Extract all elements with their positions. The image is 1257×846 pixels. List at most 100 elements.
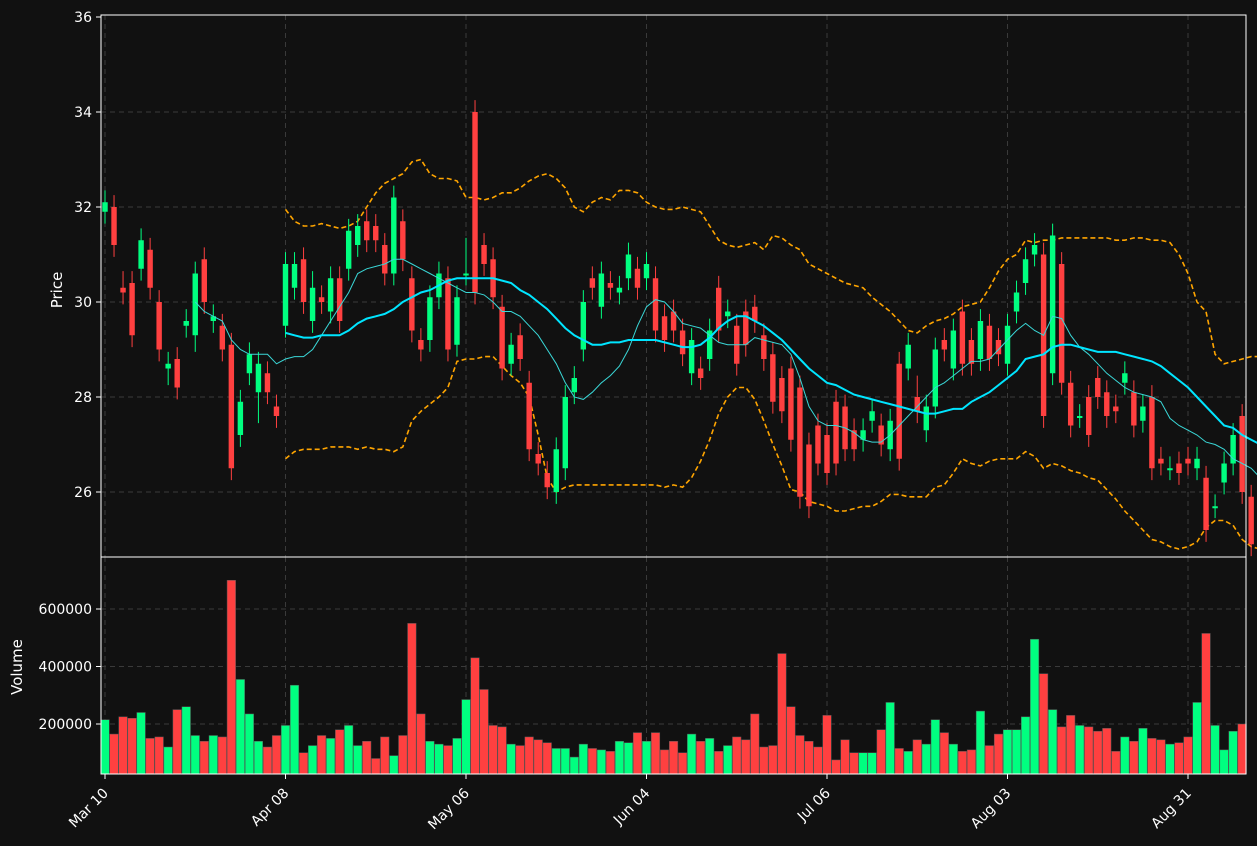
candle-up [291, 264, 298, 288]
candle-down [499, 306, 505, 369]
volume-bar [948, 743, 958, 775]
candle-up [165, 363, 171, 369]
volume-tick-label: 600000 [39, 602, 92, 618]
volume-bars [100, 580, 1247, 775]
candle-down [382, 245, 388, 274]
candle-up [725, 311, 731, 317]
candle-up [210, 316, 217, 321]
volume-bar [975, 710, 985, 775]
volume-bar [1102, 728, 1112, 775]
candle-down [228, 344, 235, 469]
volume-bar [280, 725, 291, 775]
volume-bar [371, 758, 381, 775]
candle-up [192, 273, 198, 336]
candle-down [995, 340, 1002, 355]
volume-bar [100, 719, 110, 775]
volume-bar [1021, 716, 1031, 775]
candle-up [571, 378, 578, 393]
candle-up [508, 344, 514, 364]
volume-bar [515, 745, 525, 775]
price-tick-label: 28 [74, 390, 92, 406]
volume-bar [876, 729, 886, 775]
candle-down [1158, 458, 1164, 464]
candle-down [1113, 406, 1119, 412]
volume-bar [326, 738, 336, 775]
volume-bar [632, 732, 643, 775]
candle-down [445, 278, 451, 350]
moving-averages [194, 258, 1257, 476]
candle-up [1013, 292, 1020, 312]
volume-bar [759, 746, 769, 775]
volume-bar [840, 739, 850, 775]
candle-up [977, 321, 984, 359]
volume-bar [136, 712, 146, 775]
volume-bar [1111, 751, 1121, 775]
volume-bar [1129, 741, 1139, 775]
candle-down [634, 268, 641, 288]
candle-down [364, 221, 370, 241]
candle-down [1176, 463, 1182, 473]
volume-bar [425, 741, 435, 775]
volume-bar [723, 745, 733, 775]
volume-y-ticks: 200000 400000 600000 [39, 602, 101, 733]
candle-up [1212, 506, 1218, 509]
candle-up [598, 273, 605, 307]
volume-bar [1093, 730, 1103, 775]
volume-bar [930, 719, 940, 775]
volume-bar [353, 745, 363, 775]
volume-bar [317, 735, 327, 775]
candle-up [1022, 259, 1029, 283]
price-tick-label: 32 [74, 200, 92, 216]
candle-down [815, 425, 821, 464]
volume-bar [569, 756, 579, 775]
volume-bar [199, 741, 209, 775]
volume-bar [1237, 723, 1247, 775]
volume-bar [208, 735, 218, 775]
candle-down [670, 311, 677, 331]
candle-down [788, 368, 794, 440]
volume-bar [1210, 725, 1220, 775]
candle-down [1104, 392, 1110, 416]
volume-bar [560, 748, 570, 775]
volume-panel-frame [100, 556, 1247, 775]
volume-bar [705, 738, 715, 775]
candle-up [688, 340, 695, 374]
volume-bar [867, 752, 877, 775]
candle-down [472, 112, 478, 293]
volume-bar [1011, 729, 1022, 775]
candlesticks [102, 100, 1254, 557]
candle-down [959, 311, 966, 364]
price-tick-label: 36 [74, 10, 92, 26]
candle-down [878, 425, 884, 445]
volume-bar [1039, 673, 1049, 775]
volume-bar [1002, 729, 1013, 775]
volume-bar [470, 657, 480, 775]
volume-bar [127, 718, 137, 775]
volume-bar [578, 743, 588, 775]
volume-bar [1156, 739, 1166, 775]
volume-bar [461, 699, 471, 775]
volume-bar [885, 702, 895, 775]
candle-up [246, 354, 253, 374]
candle-down [661, 316, 668, 340]
candle-down [1067, 382, 1074, 426]
candle-down [896, 363, 902, 459]
candle-down [373, 226, 379, 241]
candle-down [526, 382, 532, 450]
volume-bar [1165, 743, 1175, 775]
candle-down [761, 335, 767, 359]
price-y-ticks: 26 28 30 32 34 36 [74, 10, 101, 501]
candle-up [138, 240, 144, 269]
lower-band-line [285, 355, 1257, 550]
candle-up [1221, 463, 1227, 483]
candle-down [770, 354, 776, 402]
volume-bar [831, 759, 841, 775]
volume-bar [1174, 742, 1184, 775]
volume-tick-label: 200000 [39, 717, 92, 733]
candle-up [1076, 416, 1083, 418]
candle-down [697, 368, 704, 378]
volume-bar [966, 749, 976, 775]
volume-bar [768, 745, 778, 775]
candle-up [1194, 458, 1200, 469]
